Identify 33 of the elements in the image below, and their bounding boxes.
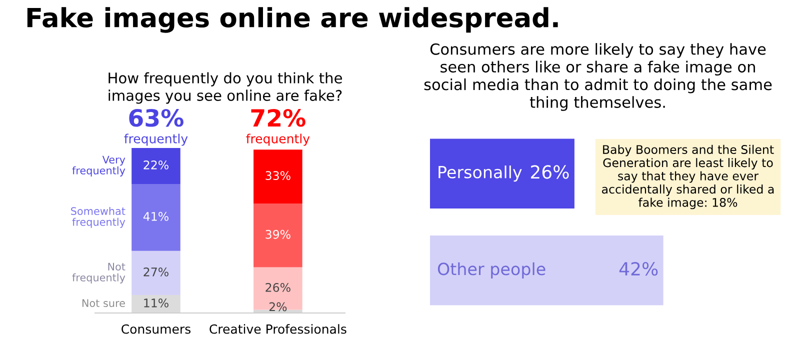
bar <box>254 150 302 204</box>
data-label: 22% <box>144 160 168 170</box>
text: frequently <box>124 134 188 146</box>
series-label: Not frequently <box>72 262 126 284</box>
text: 63% <box>129 108 184 127</box>
bar <box>132 250 180 296</box>
data-label: 42% <box>619 262 658 276</box>
series-label: Very frequently <box>72 156 126 176</box>
annotation: Baby Boomers and the Silent Generation are least likely to say that they have ever accidentally shared or liked a fake image: 18% <box>602 144 774 210</box>
chart-title: Consumers are more likely to say they have seen others like or share a fake image on social media than to admit to doing the same thing themselves. <box>424 43 772 111</box>
series-label: Somewhat frequently <box>71 206 126 228</box>
data-label: 26% <box>530 165 569 179</box>
y-tick-label: Other people <box>438 262 546 278</box>
data-label: 27% <box>144 267 168 276</box>
x-tick-label: Consumers <box>122 324 190 334</box>
data-label: 39% <box>266 230 290 239</box>
bar <box>132 295 180 313</box>
data-label: 26% <box>266 282 290 292</box>
data-label: 41% <box>143 212 168 221</box>
series-label: Not sure <box>82 299 125 308</box>
bar <box>254 267 302 310</box>
chart-title: Fake images online are widespread. <box>27 7 558 33</box>
x-tick-label: Creative Professionals <box>210 324 346 334</box>
bar <box>132 184 180 251</box>
text: frequently <box>246 134 310 146</box>
chart-subtitle: How frequently do you think the images you see online are fake? <box>108 72 342 104</box>
text: 72% <box>251 108 306 127</box>
bar <box>132 148 180 184</box>
bar <box>254 204 302 268</box>
data-label: 11% <box>144 298 168 308</box>
data-label: 33% <box>266 171 290 180</box>
y-tick-label: Personally <box>438 166 522 182</box>
data-label: 2% <box>269 302 287 312</box>
